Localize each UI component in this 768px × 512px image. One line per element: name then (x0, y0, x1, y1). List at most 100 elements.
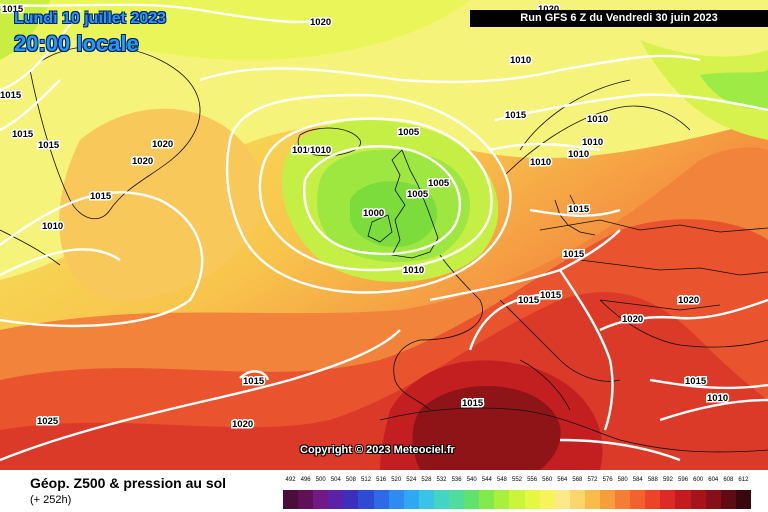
legend-label: 572 (587, 477, 598, 483)
legend-label: 504 (330, 477, 341, 483)
legend-label: 524 (406, 477, 417, 483)
legend-swatch (494, 490, 510, 509)
legend-label: 528 (421, 477, 432, 483)
legend-swatch (479, 490, 495, 509)
legend-label: 512 (361, 477, 372, 483)
footer: Géop. Z500 & pression au sol (+ 252h) 49… (0, 470, 768, 512)
legend-label: 584 (632, 477, 643, 483)
isobar-label-1015-labrador: 1015 (90, 191, 112, 202)
legend-label: 552 (511, 477, 522, 483)
legend-swatch (735, 490, 751, 509)
legend-label: 560 (542, 477, 553, 483)
legend-label: 496 (300, 477, 311, 483)
isobar-label-1020-greenland-2: 1020 (132, 156, 153, 167)
legend-label: 596 (678, 477, 689, 483)
legend-label: 544 (481, 477, 492, 483)
isobar-label-1015-greenland-3: 1015 (38, 140, 60, 151)
legend-swatch (630, 490, 646, 509)
legend-label: 612 (738, 477, 749, 483)
forecast-lead-time: (+ 252h) (30, 494, 72, 506)
legend-label: 588 (647, 477, 658, 483)
isobar-label-1010-norway: 1010 (587, 114, 608, 125)
isobar-label-1015-denmark: 1015 (568, 204, 590, 215)
isobar-label-1015-balkans: 1015 (685, 376, 707, 387)
legend-label: 580 (617, 477, 628, 483)
forecast-date: Lundi 10 juillet 2023 (14, 10, 167, 27)
legend-swatch (509, 490, 525, 509)
legend-swatch (599, 490, 616, 509)
legend-label: 576 (602, 477, 613, 483)
legend-label: 568 (572, 477, 583, 483)
legend-label: 492 (285, 477, 296, 483)
legend-label: 564 (557, 477, 568, 483)
isobar-label-1010-iceland-b: 1010 (310, 145, 331, 156)
legend-swatch (615, 490, 631, 509)
legend-labels: 492 496 500 504 508 512 516 520 524 528 532 536 540 5… (283, 477, 751, 487)
legend-swatch (690, 490, 706, 509)
isobar-label-1010-west: 1010 (42, 221, 63, 232)
color-legend: 492 496 500 504 508 512 516 520 524 528 532 536 540 5… (283, 477, 751, 509)
legend-color-bar (283, 490, 751, 509)
legend-swatch (449, 490, 465, 509)
isobar-label-1010-skagerrak: 1010 (510, 55, 531, 66)
isobar-label-1020-east: 1020 (678, 295, 699, 306)
isobar-label-1005-scotland: 1005 (407, 189, 429, 200)
chart-title: Géop. Z500 & pression au sol (30, 475, 227, 491)
isobar-label-1010-sweden-c: 1010 (530, 157, 551, 168)
isobar-label-1015-france-b: 1015 (518, 295, 540, 306)
isobar-label-1025-atlantic: 1025 (37, 416, 59, 427)
legend-label: 536 (451, 477, 462, 483)
legend-swatch (373, 490, 389, 509)
legend-swatch (705, 490, 721, 509)
isobar-label-1020-alps: 1020 (622, 314, 643, 325)
legend-swatch (298, 490, 314, 509)
legend-swatch (464, 490, 480, 509)
legend-swatch (313, 490, 329, 509)
legend-label: 516 (376, 477, 387, 483)
isobar-label-1015-nw: 1015 (2, 4, 24, 15)
isobar-label-1015-greenland-2: 1015 (12, 129, 34, 140)
legend-swatch (358, 490, 374, 509)
copyright-notice: Copyright © 2023 Meteociel.fr (300, 444, 455, 456)
legend-swatch (403, 490, 419, 509)
weather-map: 1015 1020 1020 1015 1015 1015 1020 1020 … (0, 0, 768, 470)
legend-label: 540 (466, 477, 477, 483)
legend-label: 604 (708, 477, 719, 483)
legend-swatch (388, 490, 404, 509)
isobar-label-1015-greenland: 1015 (0, 90, 22, 101)
legend-label: 600 (693, 477, 704, 483)
legend-label: 556 (527, 477, 538, 483)
isobar-label-1010-sweden-a: 1010 (582, 137, 603, 148)
isobar-label-1010-channel: 1010 (403, 265, 424, 276)
legend-swatch (539, 490, 555, 509)
legend-swatch (283, 490, 299, 509)
isobar-label-1010-iceland-a: 1010 (292, 145, 313, 156)
isobar-label-1020-atlantic-south: 1020 (232, 419, 253, 430)
legend-swatch (524, 490, 540, 509)
forecast-time: 20:00 locale (14, 31, 139, 56)
isobar-label-1020-greenland: 1020 (152, 139, 173, 150)
legend-label: 608 (723, 477, 734, 483)
legend-label: 592 (662, 477, 673, 483)
isobar-label-1000-low: 1000 (363, 208, 384, 219)
isobar-label-1015-germany: 1015 (563, 249, 585, 260)
legend-label: 508 (345, 477, 356, 483)
model-run-info: Run GFS 6 Z du Vendredi 30 juin 2023 (470, 10, 768, 27)
legend-swatch (418, 490, 434, 509)
legend-swatch (645, 490, 661, 509)
isobar-label-1015-atlantic: 1015 (243, 376, 265, 387)
isobar-label-1005-iceland: 1005 (398, 127, 420, 138)
legend-label: 520 (391, 477, 402, 483)
legend-swatch (569, 490, 585, 509)
legend-swatch (328, 490, 344, 509)
legend-label: 532 (436, 477, 447, 483)
isobar-label-1015-sahara: 1015 (462, 398, 484, 409)
isobar-label-1005-north-sea: 1005 (428, 178, 450, 189)
isobar-label-1015-france-a: 1015 (540, 290, 562, 301)
isobar-label-1015-norway: 1015 (505, 110, 527, 121)
legend-swatch (584, 490, 600, 509)
isobar-label-1010-turkey: 1010 (707, 393, 728, 404)
legend-swatch (660, 490, 676, 509)
legend-label: 500 (315, 477, 326, 483)
isobar-label-1010-sweden-b: 1010 (568, 149, 589, 160)
